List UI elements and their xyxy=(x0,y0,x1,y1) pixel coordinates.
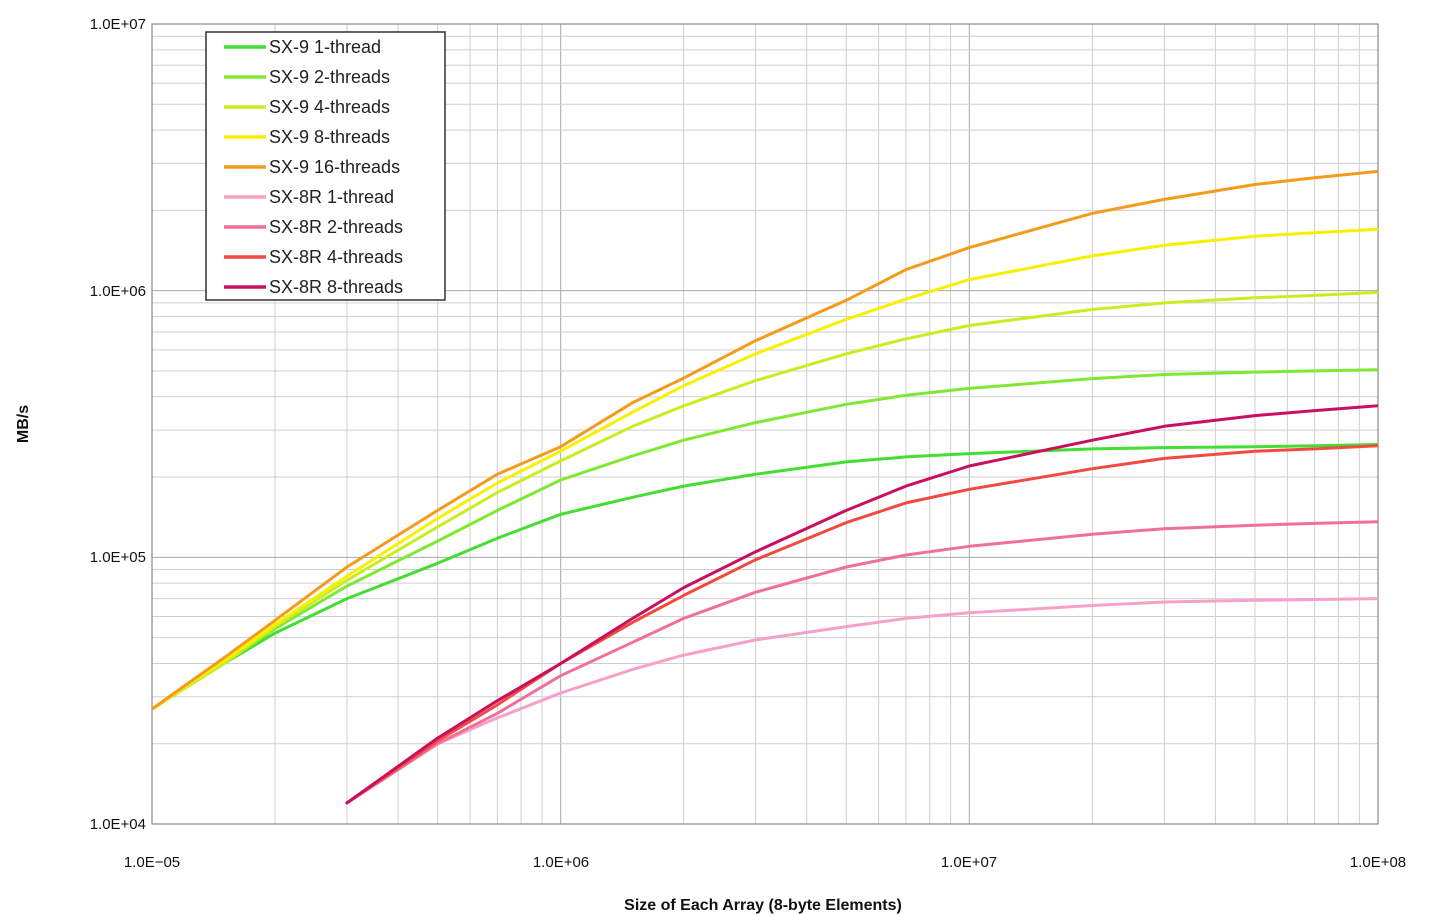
series-line xyxy=(152,368,1378,711)
series-line xyxy=(152,443,1378,711)
legend-label: SX-9 4-threads xyxy=(269,97,390,117)
legend-label: SX-9 2-threads xyxy=(269,67,390,87)
grid xyxy=(151,24,1378,825)
legend-label: SX-9 1-thread xyxy=(269,37,381,57)
legend-label: SX-8R 2-threads xyxy=(269,217,403,237)
legend-label: SX-8R 8-threads xyxy=(269,277,403,297)
series-line xyxy=(345,597,1378,805)
y-tick-labels: 1.0E+07 1.0E+06 1.0E+05 1.0E+04 xyxy=(90,16,146,833)
series-line xyxy=(345,444,1378,805)
y-axis-title: MB/s xyxy=(15,405,32,443)
y-tick-label: 1.0E+05 xyxy=(90,549,146,566)
y-tick-label: 1.0E+07 xyxy=(90,16,146,33)
x-tick-label: 1.0E+06 xyxy=(533,854,589,871)
series-line xyxy=(152,290,1378,711)
legend-items: SX-9 1-thread SX-9 2-threads SX-9 4-thread… xyxy=(224,37,403,297)
x-tick-labels: 1.0E−05 1.0E+06 1.0E+07 1.0E+08 xyxy=(124,854,1406,871)
legend-label: SX-9 16-threads xyxy=(269,157,400,177)
legend-label: SX-8R 1-thread xyxy=(269,187,394,207)
x-tick-label: 1.0E−05 xyxy=(124,854,180,871)
x-axis-title: Size of Each Array (8-byte Elements) xyxy=(624,897,902,914)
legend-label: SX-9 8-threads xyxy=(269,127,390,147)
x-tick-label: 1.0E+07 xyxy=(941,854,997,871)
y-tick-label: 1.0E+06 xyxy=(90,283,146,300)
series-line xyxy=(345,404,1378,805)
legend: SX-9 1-thread SX-9 2-threads SX-9 4-thread… xyxy=(205,31,446,301)
series-line xyxy=(152,169,1378,711)
series-line xyxy=(152,227,1378,711)
y-tick-label: 1.0E+04 xyxy=(90,816,146,833)
legend-label: SX-8R 4-threads xyxy=(269,247,403,267)
series-line xyxy=(345,520,1378,805)
series-lines xyxy=(152,169,1378,805)
x-tick-label: 1.0E+08 xyxy=(1350,854,1406,871)
plot-area-border xyxy=(151,23,1379,825)
